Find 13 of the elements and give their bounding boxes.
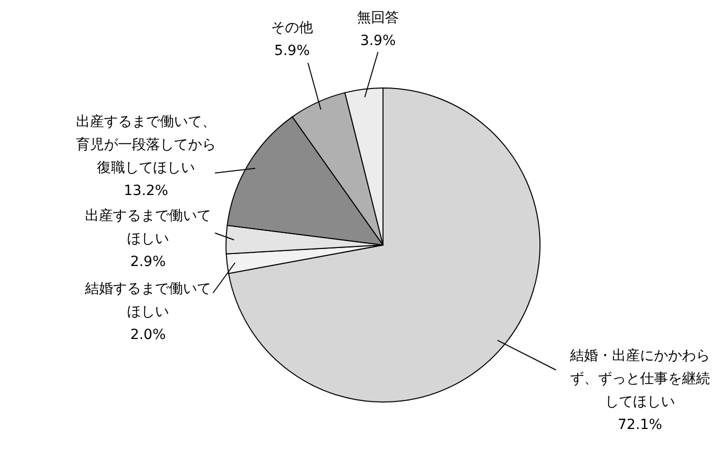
slice-label: 出産するまで働いて、育児が一段落してから復職してほしい	[76, 114, 216, 176]
slice-label: その他	[271, 20, 313, 36]
data-label: 3.9%	[360, 33, 396, 49]
slice-label: 無回答	[357, 10, 399, 26]
slice-label: 出産するまで働いてほしい	[85, 208, 211, 247]
data-label: 2.9%	[130, 254, 166, 270]
data-label: 72.1%	[618, 417, 662, 433]
slice-label: 結婚するまで働いてほしい	[84, 281, 211, 320]
data-label: 2.0%	[130, 327, 166, 343]
pie-slice	[228, 88, 540, 402]
data-label: 13.2%	[124, 183, 168, 199]
slice-label: 結婚・出産にかかわらず、ずっと仕事を継続してほしい	[569, 348, 710, 410]
data-label: 5.9%	[274, 43, 310, 59]
